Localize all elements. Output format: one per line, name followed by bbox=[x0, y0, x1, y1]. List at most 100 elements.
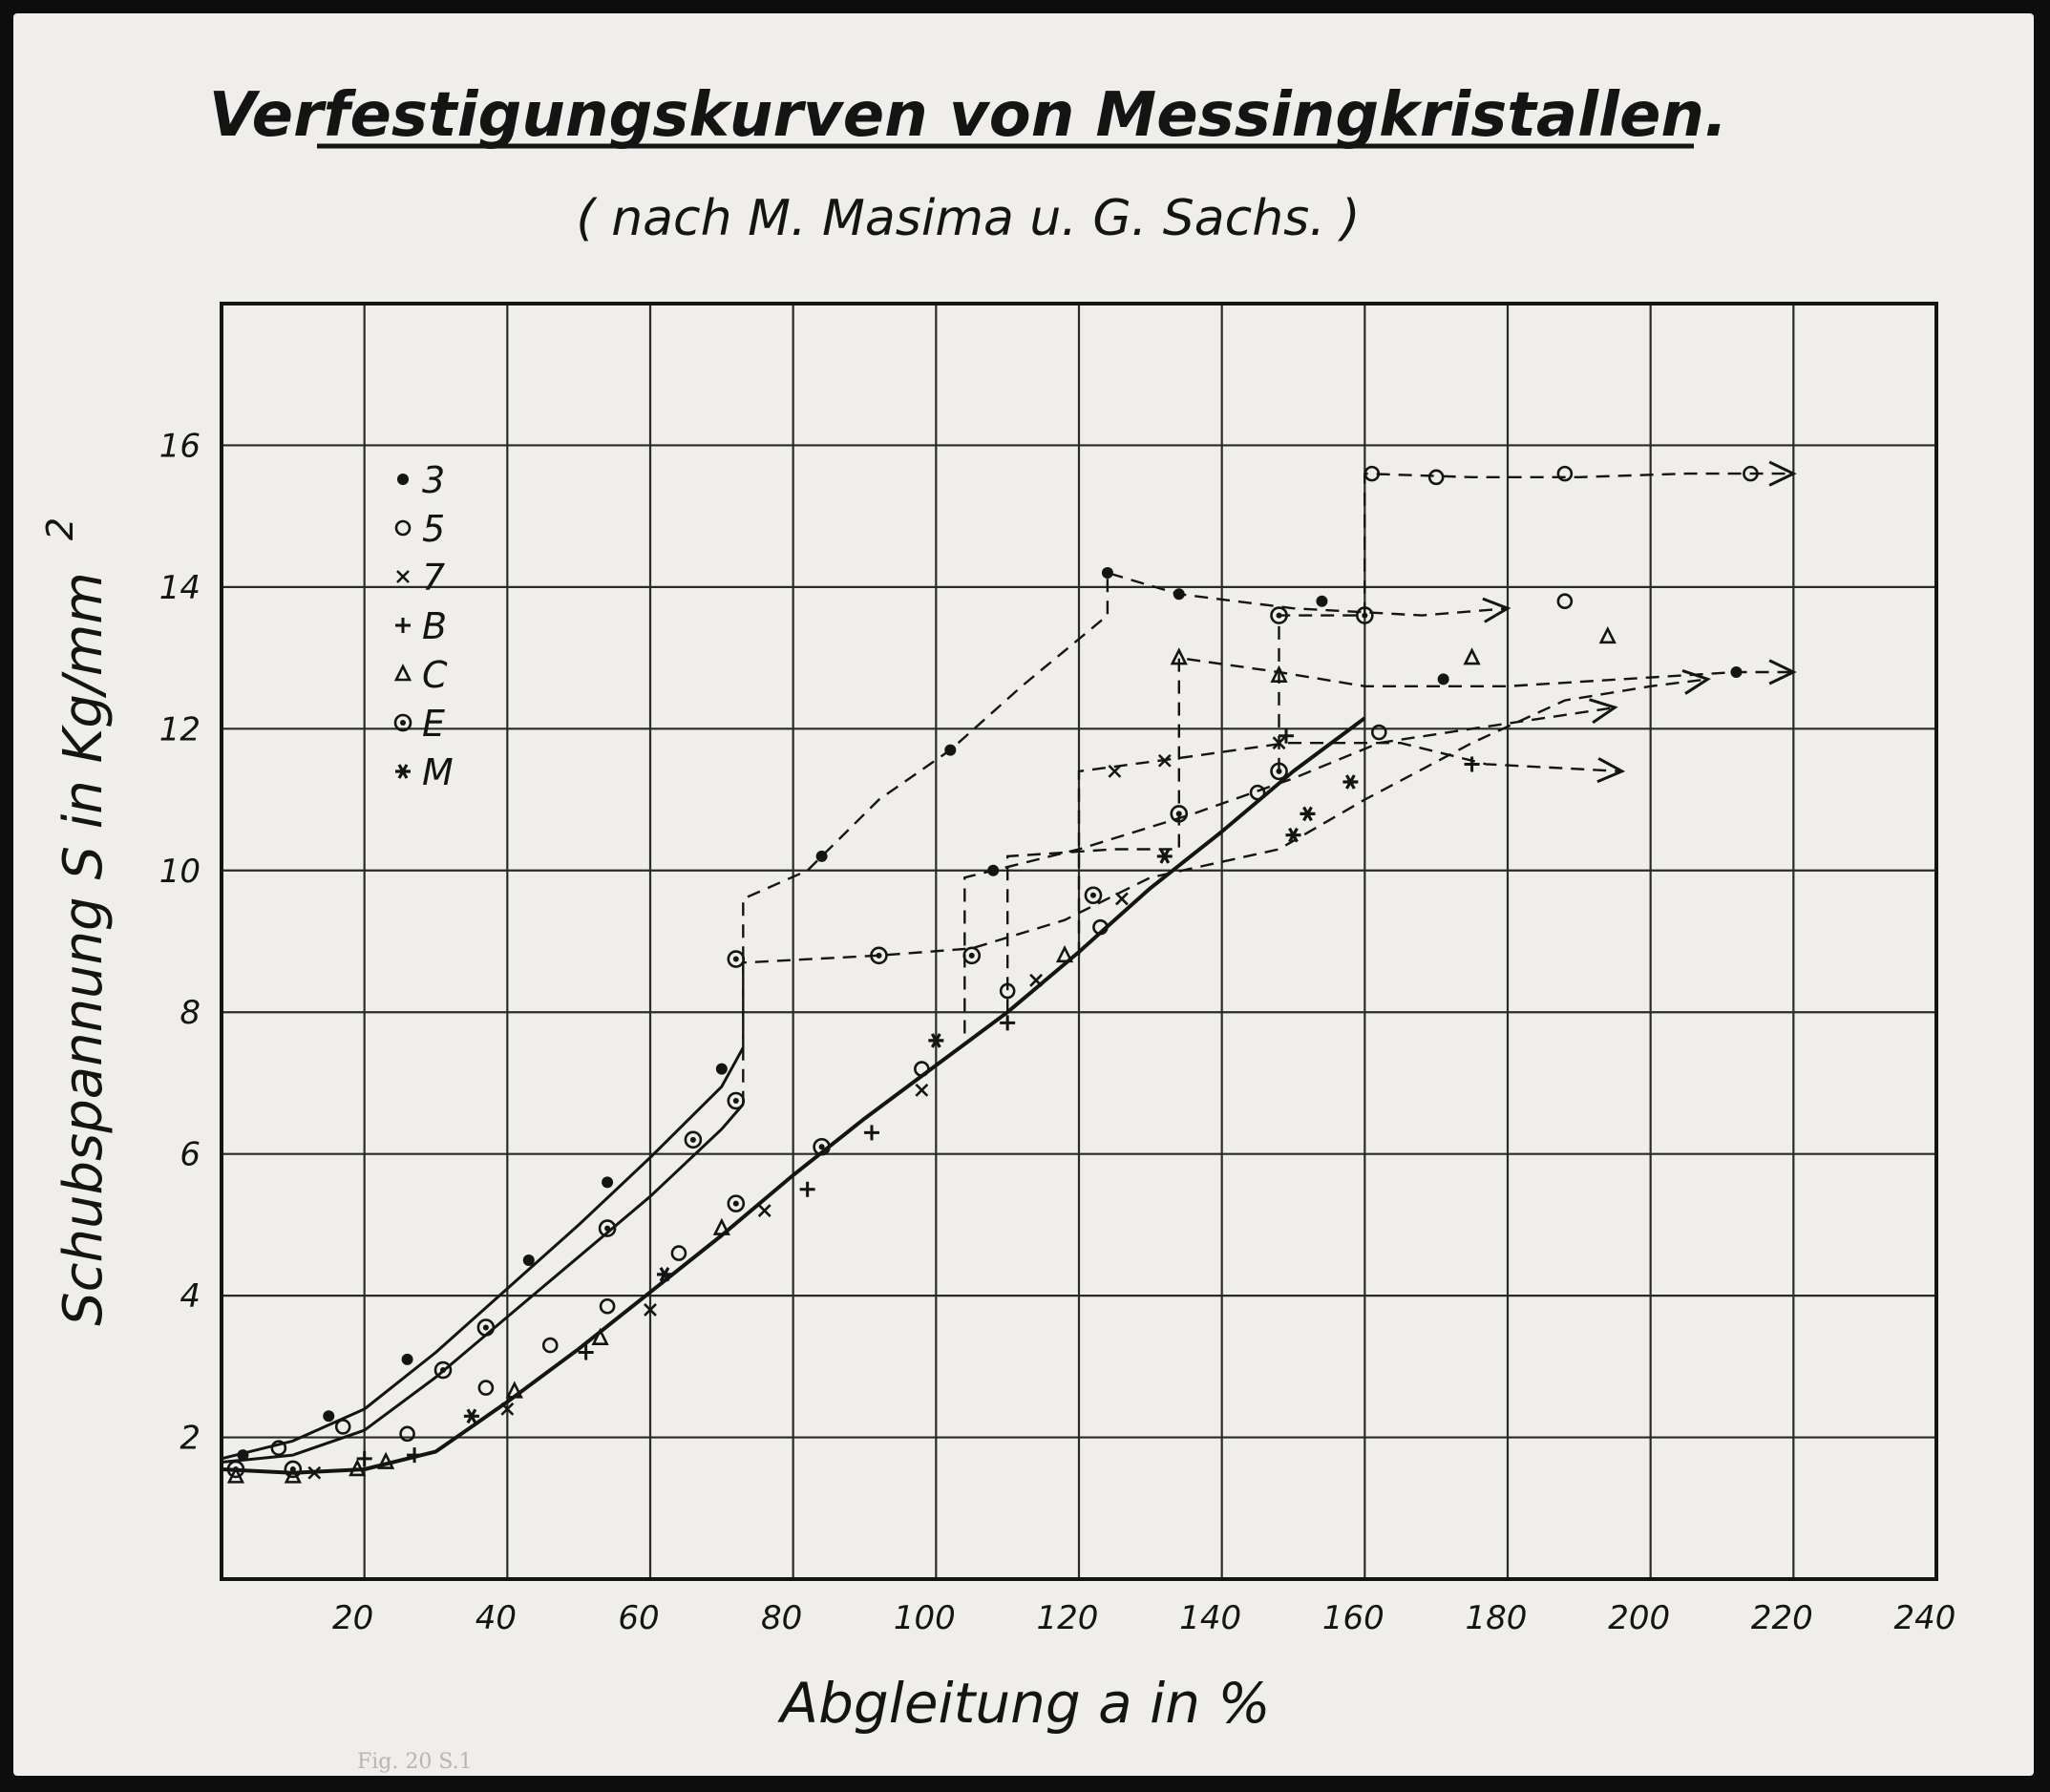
data-point-5 bbox=[1556, 465, 1574, 482]
x-tick-label: 80 bbox=[761, 1599, 802, 1637]
y-tick-label: 16 bbox=[159, 427, 201, 465]
data-point-M bbox=[1300, 806, 1316, 822]
chart-subtitle: ( nach M. Masima u. G. Sachs. ) bbox=[576, 190, 1360, 247]
x-axis-label: Abgleitung a in % bbox=[776, 1671, 1270, 1736]
data-point-3-shape bbox=[1101, 567, 1113, 580]
data-point-3 bbox=[237, 1449, 249, 1462]
data-point-E bbox=[684, 1130, 703, 1149]
data-point-7 bbox=[1272, 736, 1286, 750]
legend-label: 5 bbox=[422, 508, 445, 550]
legend-marker-7-shape bbox=[396, 570, 410, 583]
data-point-3 bbox=[522, 1254, 535, 1266]
data-point-5 bbox=[999, 982, 1016, 1000]
data-point-3 bbox=[323, 1410, 335, 1423]
data-point-5 bbox=[477, 1380, 495, 1396]
data-point-7 bbox=[915, 1083, 929, 1097]
data-point-7-shape bbox=[1029, 973, 1044, 987]
data-point-E-shape bbox=[727, 1194, 746, 1212]
data-point-C-shape bbox=[1170, 647, 1188, 665]
data-point-M-shape bbox=[1156, 849, 1173, 864]
data-point-5-shape bbox=[399, 1425, 415, 1443]
data-point-7-shape bbox=[307, 1465, 322, 1480]
data-point-E bbox=[1084, 886, 1103, 905]
data-point-E-shape bbox=[813, 1137, 831, 1156]
data-point-3-shape bbox=[1437, 673, 1449, 685]
data-point-5-shape bbox=[914, 1061, 930, 1077]
data-point-B-shape bbox=[356, 1450, 372, 1466]
data-point-E-shape bbox=[684, 1130, 703, 1149]
data-point-3-shape bbox=[715, 1063, 728, 1075]
data-point-M bbox=[1156, 849, 1173, 864]
plot-frame bbox=[220, 302, 1938, 1581]
data-point-E-dot bbox=[689, 1136, 696, 1143]
dashed-curve-s5 bbox=[742, 678, 1708, 1105]
data-point-E-dot bbox=[732, 956, 739, 962]
data-point-5-shape bbox=[599, 1297, 616, 1315]
y-tick-label: 2 bbox=[180, 1420, 201, 1458]
x-tick-label: 120 bbox=[1037, 1599, 1099, 1637]
data-point-E-shape bbox=[1356, 606, 1374, 624]
chart-title: Verfestigungskurven von Messingkristalle… bbox=[209, 80, 1727, 151]
data-point-E bbox=[1170, 805, 1189, 823]
data-point-5-shape bbox=[1371, 724, 1387, 741]
y-tick-label: 12 bbox=[159, 710, 201, 748]
legend-marker-5 bbox=[394, 519, 412, 537]
arrow-head-s7 bbox=[1768, 659, 1797, 685]
data-point-5-shape bbox=[541, 1337, 559, 1354]
data-point-7-shape bbox=[644, 1303, 657, 1317]
chart: Verfestigungskurven von Messingkristalle… bbox=[39, 80, 1956, 1774]
x-tick-label: 240 bbox=[1894, 1599, 1956, 1637]
data-point-B-shape bbox=[863, 1125, 879, 1141]
data-point-B bbox=[407, 1447, 423, 1464]
data-point-E bbox=[476, 1318, 496, 1337]
data-point-5 bbox=[1249, 784, 1266, 801]
data-point-E-shape bbox=[1270, 606, 1288, 624]
data-point-5 bbox=[1556, 593, 1574, 610]
legend-marker-M-shape bbox=[395, 764, 411, 779]
y-tick-label: 10 bbox=[159, 853, 201, 891]
data-point-E-shape bbox=[1084, 886, 1103, 905]
data-point-7-shape bbox=[500, 1402, 515, 1416]
data-point-B-shape bbox=[799, 1181, 815, 1197]
data-point-E-dot bbox=[818, 1144, 825, 1150]
data-point-E-dot bbox=[732, 1098, 739, 1104]
arrow-head-s3 bbox=[1482, 597, 1511, 623]
data-point-E-shape bbox=[1170, 805, 1189, 823]
data-point-3-shape bbox=[815, 850, 828, 862]
dashed-curve-s7 bbox=[1006, 656, 1794, 1013]
data-point-M-shape bbox=[928, 1033, 944, 1048]
legend-label: E bbox=[422, 703, 445, 745]
x-tick-label: 220 bbox=[1751, 1599, 1813, 1637]
legend-marker-M bbox=[395, 764, 411, 779]
data-point-E bbox=[813, 1137, 831, 1156]
data-point-5-shape bbox=[477, 1380, 495, 1396]
data-point-M-shape bbox=[656, 1267, 672, 1282]
data-point-C bbox=[1270, 664, 1288, 683]
slide-frame: Verfestigungskurven von Messingkristalle… bbox=[13, 13, 2034, 1776]
data-point-B bbox=[1464, 756, 1480, 772]
data-point-3-shape bbox=[1730, 665, 1743, 678]
data-point-5 bbox=[1371, 724, 1387, 741]
data-point-3-shape bbox=[323, 1410, 335, 1423]
x-tick-label: 200 bbox=[1608, 1599, 1670, 1637]
data-point-5 bbox=[541, 1337, 559, 1354]
legend-marker-5-shape bbox=[394, 519, 412, 537]
data-point-5-shape bbox=[1556, 465, 1574, 482]
data-point-E-shape bbox=[284, 1460, 303, 1479]
x-tick-label: 20 bbox=[332, 1599, 373, 1637]
data-point-3 bbox=[987, 864, 1000, 876]
data-point-E-dot bbox=[1089, 892, 1096, 898]
data-point-C bbox=[591, 1327, 609, 1345]
data-point-E bbox=[962, 946, 982, 965]
data-point-7 bbox=[500, 1402, 515, 1416]
arrow-head-sE bbox=[1589, 698, 1618, 725]
data-point-5 bbox=[599, 1297, 616, 1315]
x-tick-label: 160 bbox=[1322, 1599, 1384, 1637]
data-point-E-dot bbox=[439, 1367, 446, 1374]
legend-label: 3 bbox=[422, 459, 445, 501]
data-point-E-shape bbox=[870, 946, 888, 965]
data-point-5-shape bbox=[1743, 465, 1759, 482]
data-point-E-shape bbox=[226, 1460, 245, 1479]
legend-marker-E-dot bbox=[400, 720, 406, 726]
data-point-C-shape bbox=[349, 1459, 367, 1477]
